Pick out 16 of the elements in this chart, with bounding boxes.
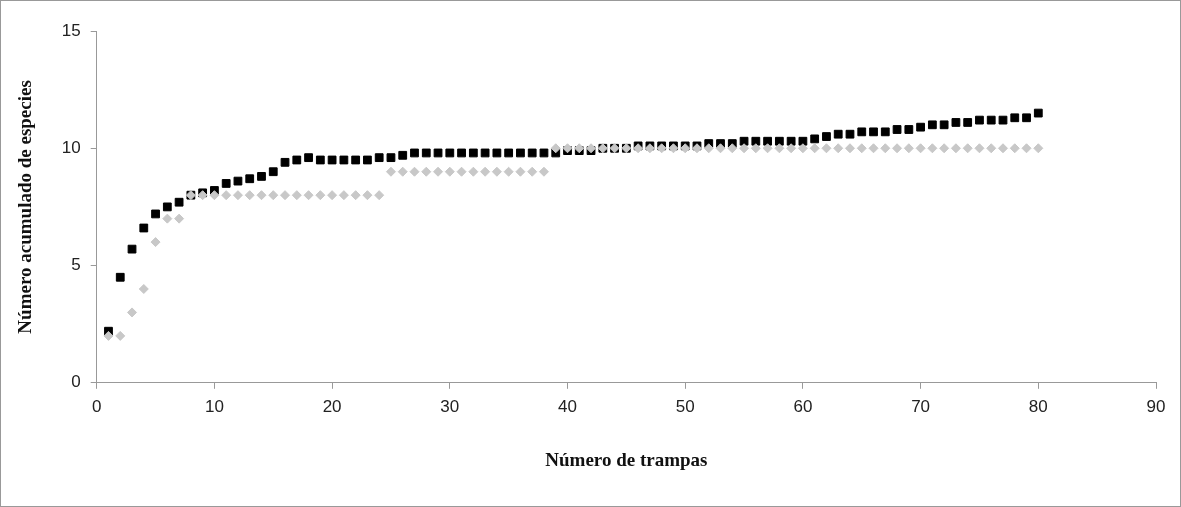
y-tick-label: 5	[71, 255, 81, 275]
x-tick-label: 30	[440, 396, 460, 416]
x-tick-label: 10	[204, 396, 224, 416]
y-tick-label: 10	[61, 137, 81, 157]
x-tick-label: 50	[675, 396, 695, 416]
x-tick-label: 0	[91, 396, 102, 416]
x-axis-title: Número de trampas	[545, 448, 708, 470]
x-tick-label: 60	[793, 396, 813, 416]
x-tick-label: 40	[558, 396, 577, 416]
y-axis-title: Número acumulado de especies	[14, 80, 36, 334]
y-tick-label: 15	[61, 20, 81, 40]
x-tick-label: 90	[1146, 396, 1166, 416]
x-tick-label: 70	[911, 396, 931, 416]
y-tick-label: 0	[71, 372, 81, 392]
x-tick-label: 20	[322, 396, 342, 416]
x-tick-label: 80	[1028, 396, 1048, 416]
